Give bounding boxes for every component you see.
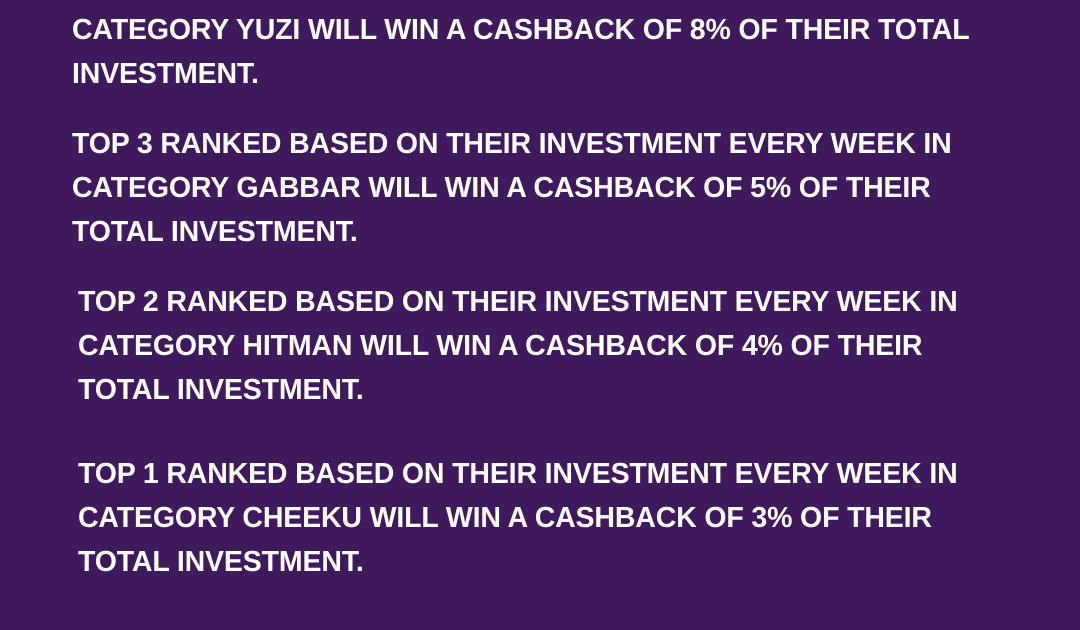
cashback-rule-cheeku: TOP 1 RANKED BASED ON THEIR INVESTMENT E…: [78, 452, 958, 584]
text-line: TOP 2 RANKED BASED ON THEIR INVESTMENT E…: [78, 286, 958, 318]
text-line: TOP 3 RANKED BASED ON THEIR INVESTMENT E…: [72, 128, 952, 160]
text-line: TOTAL INVESTMENT.: [78, 374, 364, 406]
text-line: CATEGORY CHEEKU WILL WIN A CASHBACK OF 3…: [78, 502, 932, 534]
cashback-rule-gabbar: TOP 3 RANKED BASED ON THEIR INVESTMENT E…: [72, 122, 952, 254]
text-line: TOTAL INVESTMENT.: [72, 216, 358, 248]
text-line: TOP 1 RANKED BASED ON THEIR INVESTMENT E…: [78, 458, 958, 490]
text-line: TOTAL INVESTMENT.: [78, 546, 364, 578]
text-line: INVESTMENT.: [72, 58, 259, 90]
text-line: CATEGORY GABBAR WILL WIN A CASHBACK OF 5…: [72, 172, 931, 204]
cashback-rule-hitman: TOP 2 RANKED BASED ON THEIR INVESTMENT E…: [78, 280, 958, 412]
cashback-rule-yuzi: CATEGORY YUZI WILL WIN A CASHBACK OF 8% …: [72, 8, 970, 96]
text-line: CATEGORY YUZI WILL WIN A CASHBACK OF 8% …: [72, 14, 970, 46]
text-line: CATEGORY HITMAN WILL WIN A CASHBACK OF 4…: [78, 330, 923, 362]
